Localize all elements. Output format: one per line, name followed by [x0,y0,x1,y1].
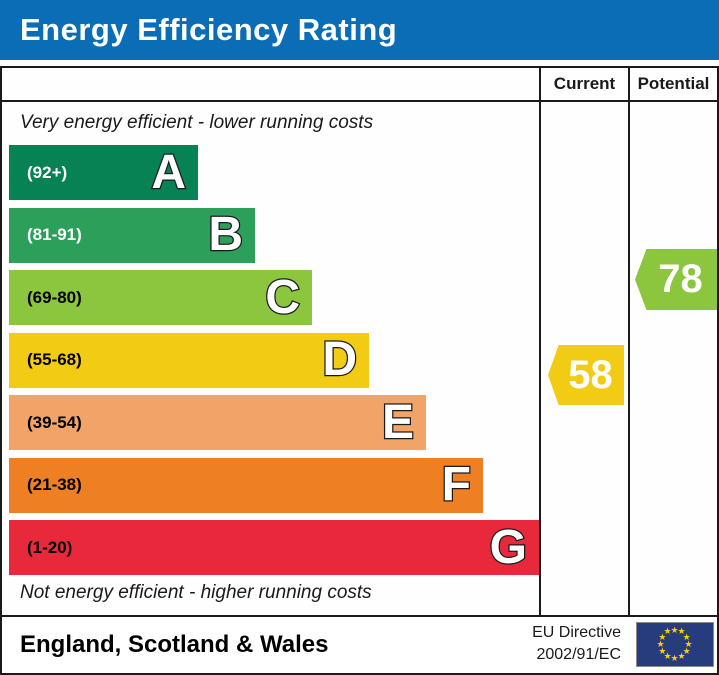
band-row-E: (39-54) E [9,395,426,450]
potential-rating-marker: 78 [635,249,717,310]
potential-column-divider [628,68,630,615]
band-range-label: (81-91) [27,225,82,244]
eu-star-icon: ★ [684,638,693,649]
band-range-label: (1-20) [27,537,73,557]
band-letter: C [264,270,301,324]
eu-star-icon: ★ [658,631,667,642]
band-letter: G [488,520,528,574]
eu-flag-icon: ★ ★ ★ ★ ★ ★ ★ ★ ★ ★ ★ ★ [636,622,714,667]
energy-efficiency-chart: Current Potential Very energy efficient … [0,66,719,617]
current-rating-marker: 58 [548,345,624,405]
eu-star-icon: ★ [663,626,672,637]
band-row-C: (69-80) C [9,270,312,325]
rating-bands: (92+) A (81-91) B (69-80) C (55-68) D (39-54) E (2… [9,145,539,583]
page-title: Energy Efficiency Rating [20,12,398,47]
band-range-label: (21-38) [27,475,82,494]
band-range-label: (55-68) [27,350,82,369]
eu-directive-label: EU Directive 2002/91/EC [532,622,621,666]
band-row-D: (55-68) D [9,332,369,388]
band-letter: E [381,395,416,449]
top-note: Very energy efficient - lower running co… [20,112,374,133]
eu-star-icon: ★ [658,645,667,656]
band-range-label: (92+) [27,162,68,182]
current-column-divider [539,68,541,615]
band-range-label: (69-80) [27,287,82,307]
bottom-note: Not energy efficient - higher running co… [20,582,372,603]
eu-star-icon: ★ [677,626,686,637]
eu-star-icon: ★ [682,631,691,642]
eu-star-icon: ★ [682,645,691,656]
band-row-A: (92+) A [9,145,198,200]
current-rating-value: 58 [568,352,613,397]
band-letter: F [440,458,472,511]
eu-directive-line2: 2002/91/EC [536,646,621,663]
column-header-current: Current [553,74,616,93]
title-bar: Energy Efficiency Rating [0,0,719,60]
band-letter: D [321,333,358,386]
region-label: England, Scotland & Wales [20,631,329,658]
eu-star-icon: ★ [656,638,665,649]
band-row-F: (21-38) F [9,457,483,513]
band-range-label: (39-54) [27,412,82,432]
eu-star-icon: ★ [670,624,679,635]
eu-directive-line1: EU Directive [532,624,621,641]
footer: England, Scotland & Wales EU Directive 2… [0,617,719,675]
band-row-G: (1-20) G [9,520,539,575]
column-header-row: Current Potential [2,68,717,102]
column-header-potential: Potential [637,74,710,93]
eu-star-icon: ★ [670,652,679,663]
eu-star-icon: ★ [663,650,672,661]
eu-star-icon: ★ [677,650,686,661]
potential-rating-value: 78 [658,257,703,301]
band-letter: A [150,145,187,199]
band-row-B: (81-91) B [9,207,255,263]
band-letter: B [207,208,244,261]
